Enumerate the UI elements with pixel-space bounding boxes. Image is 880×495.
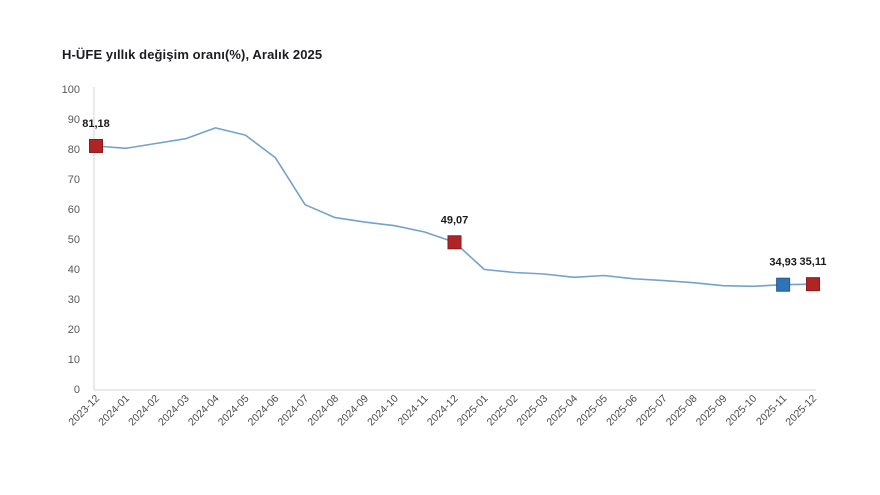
x-axis-label: 2024-02 — [126, 393, 162, 429]
x-axis-label: 2023-12 — [66, 393, 102, 429]
x-axis-label: 2025-10 — [724, 393, 760, 429]
x-axis-label: 2024-03 — [156, 393, 192, 429]
x-axis-label: 2024-04 — [186, 393, 222, 429]
data-point-marker — [776, 277, 791, 292]
x-axis-label: 2024-11 — [396, 393, 431, 428]
y-axis-tick-label: 10 — [68, 354, 80, 366]
y-axis-tick-label: 80 — [68, 144, 80, 156]
x-axis-label: 2024-07 — [276, 393, 312, 429]
x-axis-label: 2024-01 — [96, 393, 132, 429]
y-axis-tick-label: 100 — [62, 84, 80, 96]
x-axis-label: 2025-09 — [694, 393, 730, 429]
x-axis-label: 2024-05 — [216, 393, 252, 429]
x-axis-label: 2025-03 — [515, 393, 551, 429]
data-point-marker — [447, 235, 462, 250]
x-axis-label: 2024-08 — [305, 393, 341, 429]
x-axis-label: 2025-06 — [604, 393, 640, 429]
y-axis-tick-label: 90 — [68, 114, 80, 126]
x-axis-label: 2025-04 — [544, 393, 580, 429]
y-axis-tick-label: 40 — [68, 264, 80, 276]
y-axis-tick-label: 20 — [68, 324, 80, 336]
chart-title: H-ÜFE yıllık değişim oranı(%), Aralık 20… — [62, 47, 323, 62]
data-point-label: 35,11 — [800, 256, 827, 268]
y-axis-tick-label: 60 — [68, 204, 80, 216]
x-axis-label: 2025-08 — [664, 393, 700, 429]
y-axis-tick-label: 0 — [74, 384, 80, 396]
x-axis-label: 2024-10 — [365, 393, 401, 429]
y-axis-tick-label: 70 — [68, 174, 80, 186]
y-axis-tick-label: 30 — [68, 294, 80, 306]
x-axis-label: 2024-06 — [246, 393, 282, 429]
x-axis-label: 2025-12 — [783, 393, 819, 429]
x-axis-label: 2024-12 — [425, 393, 461, 429]
x-axis-label: 2025-07 — [634, 393, 670, 429]
x-axis-label: 2025-05 — [574, 393, 610, 429]
x-axis-label: 2025-02 — [485, 393, 521, 429]
x-axis-label: 2025-11 — [754, 393, 789, 428]
x-axis-label: 2024-09 — [335, 393, 371, 429]
y-axis-tick-label: 50 — [68, 234, 80, 246]
trend-line — [95, 127, 814, 288]
data-point-label: 49,07 — [441, 214, 469, 226]
data-point-marker — [806, 277, 820, 292]
x-axis-label: 2025-01 — [455, 393, 491, 429]
data-point-label: 34,93 — [769, 257, 797, 269]
data-point-marker — [89, 138, 103, 153]
data-point-label: 81,18 — [82, 118, 110, 130]
